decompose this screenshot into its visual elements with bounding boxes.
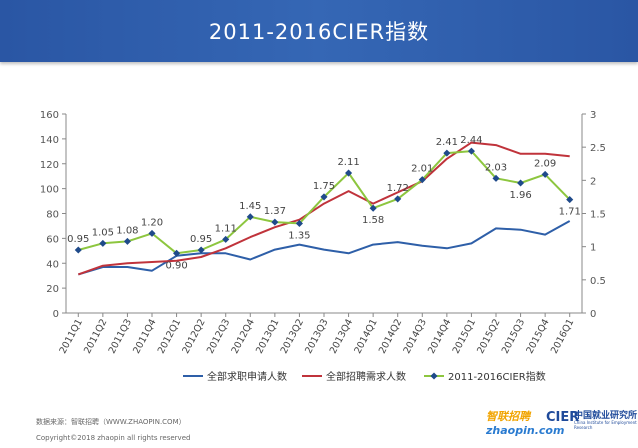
cier-marker <box>443 149 451 157</box>
x-tick-label: 2013Q3 <box>303 317 330 355</box>
y-right-tick-label: 2.5 <box>590 143 606 154</box>
y-right-tick-label: 3 <box>590 110 596 121</box>
x-tick-label: 2013Q4 <box>328 317 355 355</box>
cier-data-label: 2.03 <box>485 162 507 173</box>
cier-marker <box>148 229 156 237</box>
x-tick-label: 2015Q1 <box>451 317 478 355</box>
cier-data-label: 1.58 <box>362 215 384 226</box>
y-left-tick-label: 100 <box>40 185 59 196</box>
cier-data-label: 2.01 <box>411 164 433 175</box>
cier-logo-mark: CIER <box>546 410 580 425</box>
cier-data-label: 0.95 <box>190 234 212 245</box>
cier-marker <box>345 169 353 177</box>
legend-marker <box>430 372 438 380</box>
cier-data-label: 2.44 <box>460 135 482 146</box>
y-right-tick-label: 1.5 <box>590 210 606 221</box>
cier-data-label: 1.08 <box>116 225 138 236</box>
cier-logo-name: 中国就业研究所 <box>574 411 638 421</box>
y-right-tick-label: 1 <box>590 243 596 254</box>
cier-marker <box>492 174 500 182</box>
y-left-tick-label: 20 <box>46 284 59 295</box>
x-tick-label: 2016Q1 <box>549 317 576 355</box>
cier-marker <box>541 170 549 178</box>
cier-data-label: 2.09 <box>534 158 556 169</box>
cier-marker <box>394 195 402 203</box>
cier-marker <box>566 196 574 204</box>
cier-marker <box>123 237 131 245</box>
x-tick-label: 2011Q4 <box>131 317 158 355</box>
cier-marker <box>222 235 230 243</box>
x-tick-label: 2011Q1 <box>58 317 85 355</box>
x-tick-label: 2011Q3 <box>107 317 134 355</box>
y-left-tick-label: 60 <box>46 234 59 245</box>
cier-data-label: 1.05 <box>92 227 114 238</box>
x-tick-label: 2014Q1 <box>352 317 379 355</box>
y-right-tick-label: 0.5 <box>590 276 606 287</box>
cier-marker <box>74 246 82 254</box>
cier-chart: 0 20 40 60 80 100 120 140 160 0 0.5 1 1.5 2 2.5 3 2011Q1… <box>40 110 606 383</box>
zhaopin-logo: 智联招聘 zhaopin.com <box>486 408 564 437</box>
title-banner: 2011-2016CIER指数 <box>0 0 638 62</box>
cier-marker <box>246 213 254 221</box>
cier-marker <box>271 218 279 226</box>
x-tick-label: 2012Q4 <box>230 317 257 355</box>
cier-data-label: 1.45 <box>239 201 261 212</box>
x-tick-label: 2015Q2 <box>475 317 502 355</box>
y-left-tick-label: 80 <box>46 210 59 221</box>
cier-marker <box>99 239 107 247</box>
x-tick-label: 2015Q3 <box>500 317 527 355</box>
cier-data-label: 1.72 <box>387 183 409 194</box>
cier-data-label: 1.71 <box>559 207 581 218</box>
y-left-tick-label: 0 <box>53 309 59 320</box>
cier-data-label: 2.11 <box>337 157 359 168</box>
copyright-note: Copyright©2018 zhaopin all rights reserv… <box>36 434 191 442</box>
cier-marker <box>467 147 475 155</box>
legend-label-1: 全部求职申请人数 <box>207 370 287 383</box>
y-left-tick-label: 40 <box>46 259 59 270</box>
cier-data-label: 1.37 <box>264 206 286 217</box>
cier-data-label: 0.90 <box>165 260 187 271</box>
legend-label-2: 全部招聘需求人数 <box>326 370 406 383</box>
cier-data-label: 1.11 <box>215 223 237 234</box>
cier-marker <box>173 249 181 257</box>
cier-marker <box>369 204 377 212</box>
x-tick-label: 2013Q1 <box>254 317 281 355</box>
legend-label-3: 2011-2016CIER指数 <box>448 370 546 383</box>
cier-marker <box>295 219 303 227</box>
x-tick-label: 2012Q3 <box>205 317 232 355</box>
series-line-1 <box>78 220 571 276</box>
y-right-tick-label: 0 <box>590 309 596 320</box>
x-tick-label: 2011Q2 <box>82 317 109 355</box>
cier-data-label: 1.20 <box>141 217 163 228</box>
series-line-2 <box>77 141 570 276</box>
cier-marker <box>517 179 525 187</box>
x-tick-label: 2012Q2 <box>180 317 207 355</box>
x-tick-label: 2014Q2 <box>377 317 404 355</box>
cier-data-label: 1.35 <box>288 230 310 241</box>
x-tick-label: 2012Q1 <box>156 317 183 355</box>
y-left-tick-label: 160 <box>40 110 59 121</box>
cier-marker <box>418 176 426 184</box>
cier-data-label: 1.96 <box>509 190 531 201</box>
cier-data-label: 1.75 <box>313 181 335 192</box>
cier-logo-en: China Institute for Employment Research <box>574 420 637 430</box>
cier-marker <box>320 193 328 201</box>
data-source-note: 数据来源：智联招聘（WWW.ZHAOPIN.COM） <box>36 418 186 426</box>
zhaopin-logo-en: zhaopin.com <box>486 424 565 437</box>
y-right-tick-label: 2 <box>590 176 596 187</box>
x-tick-label: 2014Q4 <box>426 317 453 355</box>
zhaopin-logo-cn: 智联招聘 <box>486 410 530 423</box>
y-left-tick-label: 120 <box>40 160 59 171</box>
x-tick-label: 2013Q2 <box>279 317 306 355</box>
x-tick-label: 2014Q3 <box>402 317 429 355</box>
cier-marker <box>197 246 205 254</box>
y-left-tick-label: 140 <box>40 135 59 146</box>
cier-data-label: 2.41 <box>436 137 458 148</box>
page-title: 2011-2016CIER指数 <box>208 20 430 44</box>
x-tick-label: 2015Q4 <box>524 317 551 355</box>
cier-data-label: 0.95 <box>67 234 89 245</box>
